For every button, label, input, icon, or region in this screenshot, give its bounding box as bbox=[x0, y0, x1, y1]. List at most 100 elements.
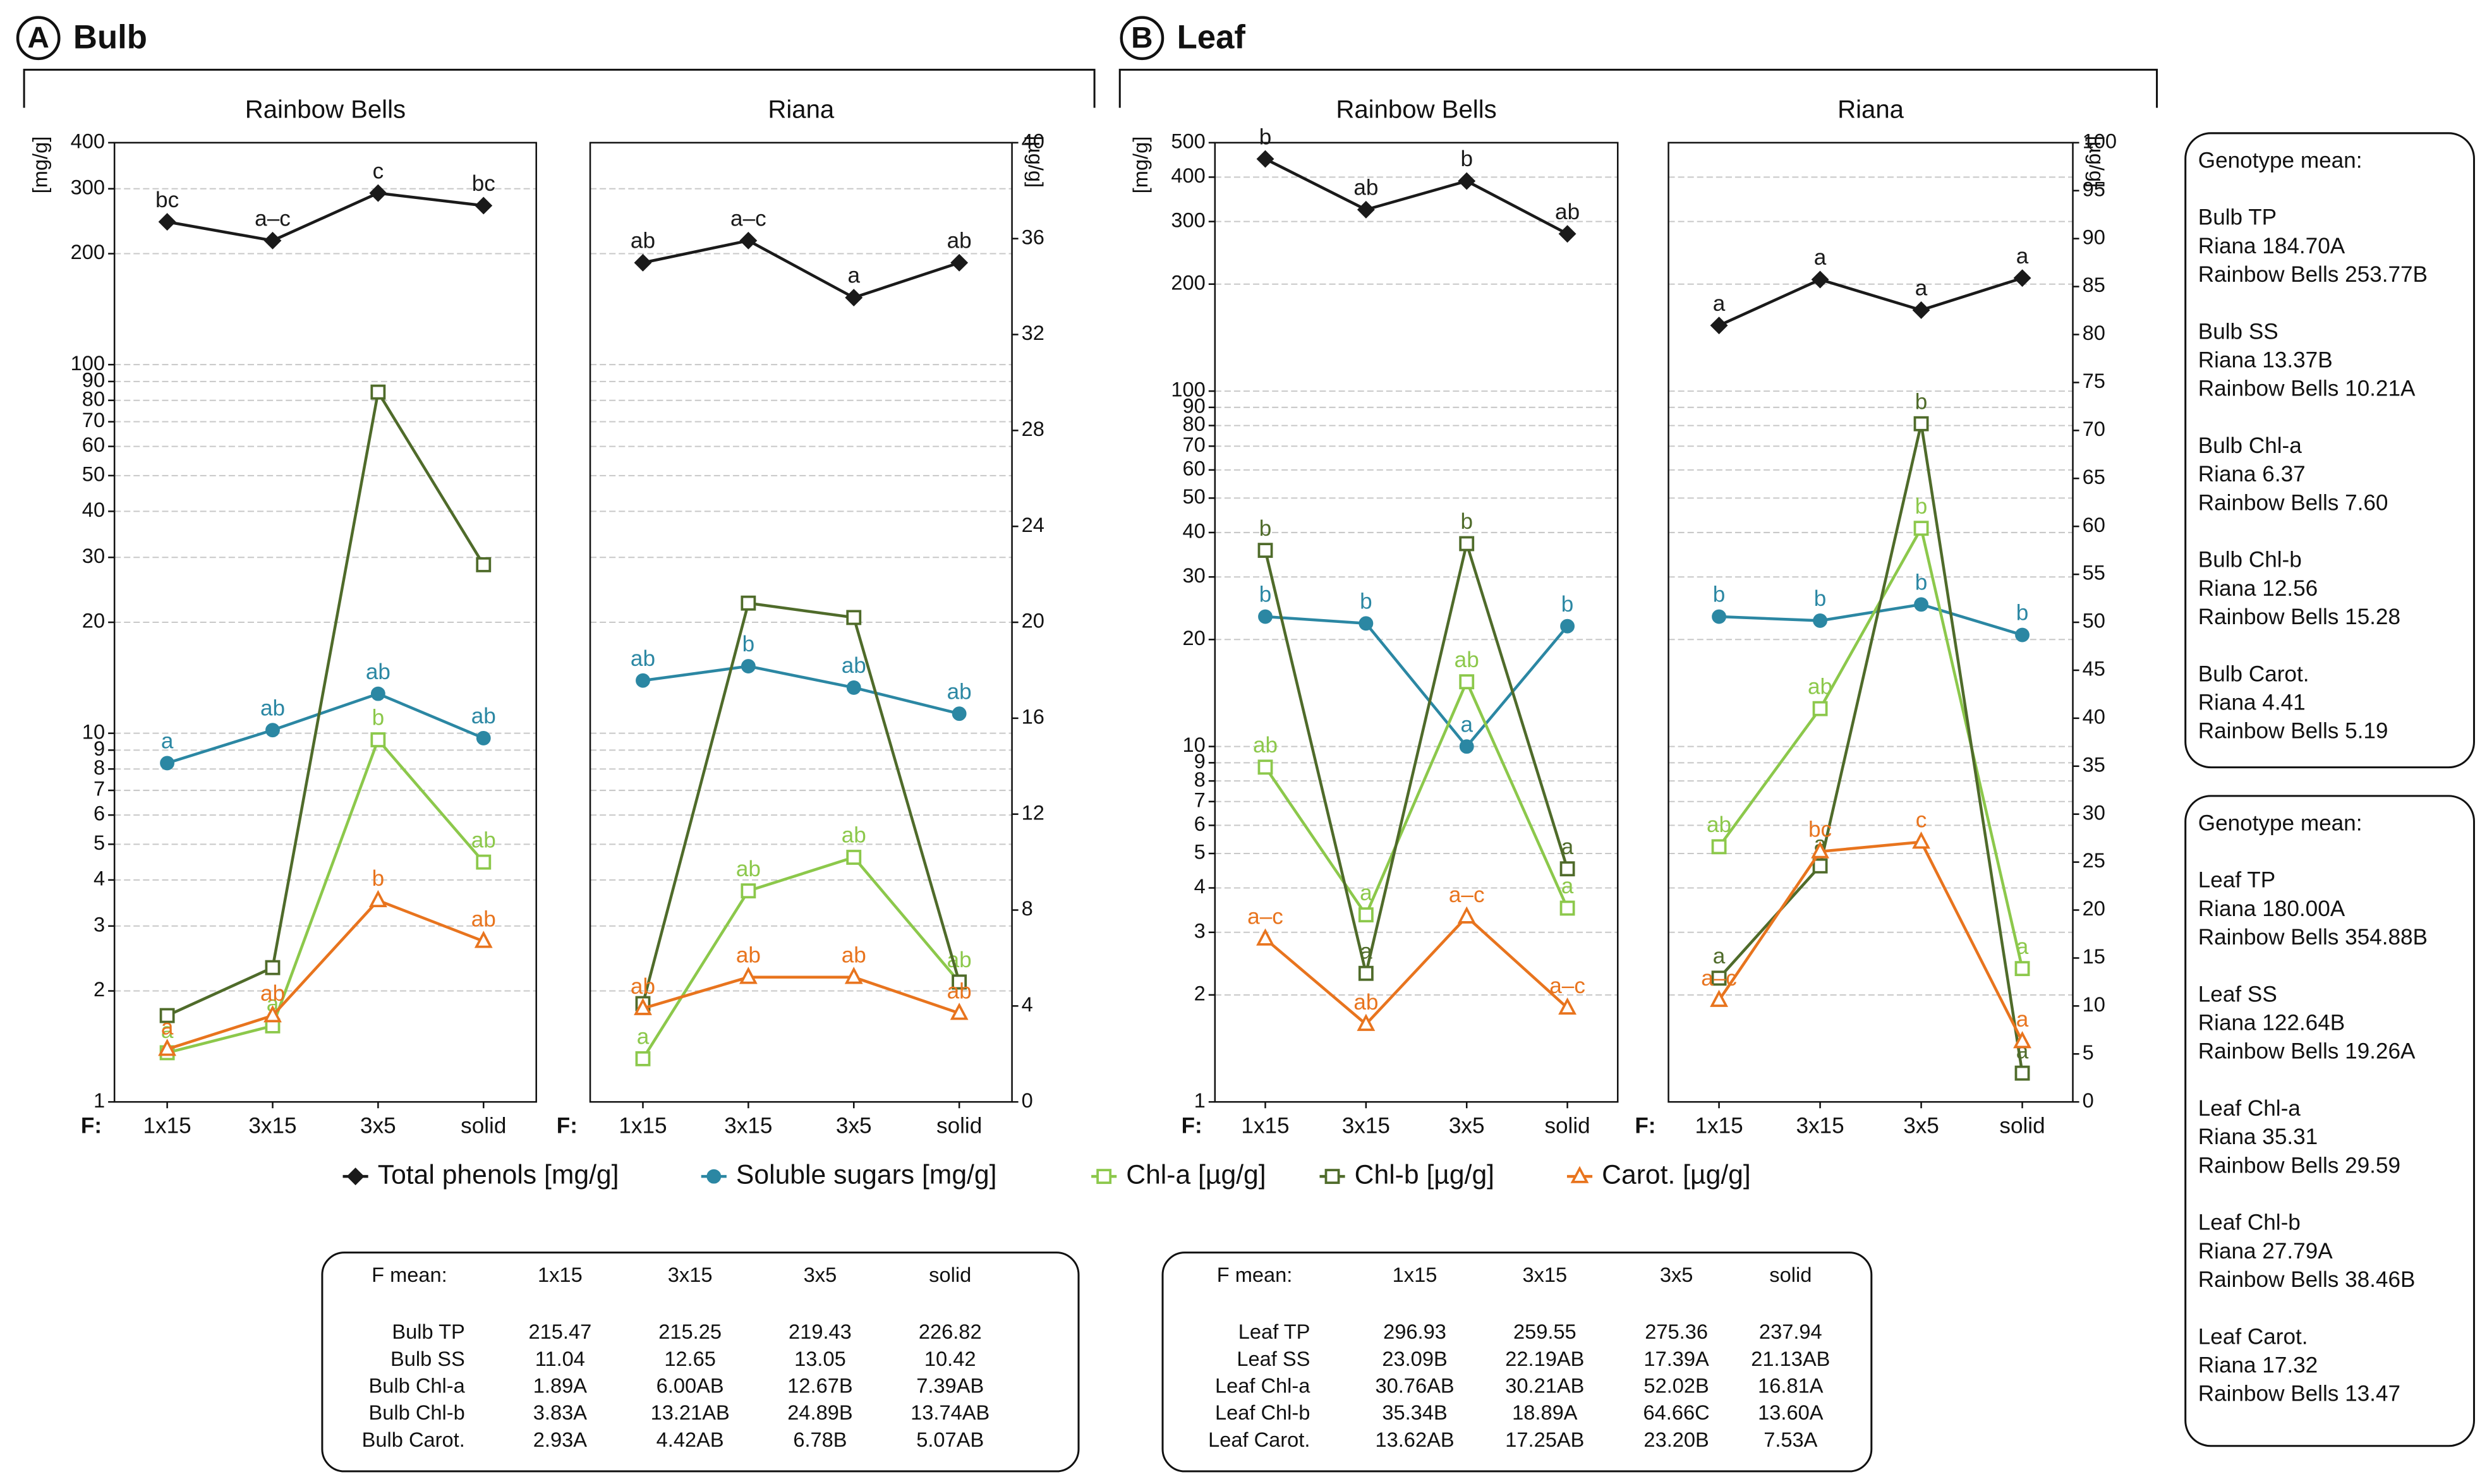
significance-letter: a bbox=[1814, 245, 1827, 270]
table-header: 1x15 bbox=[1393, 1263, 1437, 1286]
significance-letter: a–c bbox=[1549, 974, 1585, 998]
significance-letter: a bbox=[1713, 291, 1726, 316]
series-line bbox=[642, 975, 960, 1015]
table-cell: 215.25 bbox=[658, 1320, 722, 1343]
table-cell: 23.20B bbox=[1643, 1428, 1709, 1451]
x-axis-label: F: bbox=[557, 1114, 578, 1138]
data-point bbox=[845, 289, 863, 307]
x-tick-label: 1x15 bbox=[1241, 1114, 1289, 1138]
significance-letter: ab bbox=[947, 679, 972, 704]
y2-tick-label: 8 bbox=[1022, 896, 1033, 920]
table-cell: 17.25AB bbox=[1505, 1428, 1584, 1451]
genotype-box bbox=[2184, 132, 2475, 769]
y2-tick-label: 20 bbox=[1022, 609, 1044, 632]
table-cell: 24.89B bbox=[787, 1401, 852, 1424]
y-tick-label: 100 bbox=[1171, 378, 1205, 401]
y-tick-label: 50 bbox=[1182, 485, 1205, 508]
data-point bbox=[1558, 997, 1577, 1015]
y2-tick-label: 50 bbox=[2083, 609, 2105, 632]
table-cell: 259.55 bbox=[1513, 1320, 1576, 1343]
table-header: 3x15 bbox=[1522, 1263, 1567, 1286]
significance-letter: a bbox=[1360, 881, 1372, 905]
data-point bbox=[1913, 416, 1929, 431]
table-cell: 6.78B bbox=[793, 1428, 847, 1451]
y2-tick-label: 4 bbox=[1022, 992, 1033, 1016]
significance-letter: b bbox=[1915, 570, 1928, 594]
legend-marker bbox=[1096, 1169, 1112, 1185]
significance-letter: bc bbox=[155, 188, 179, 212]
row-label: Leaf SS bbox=[1237, 1347, 1310, 1370]
significance-letter: a–c bbox=[1701, 966, 1737, 991]
panel-badge bbox=[1120, 16, 1165, 61]
genotype-line: Rainbow Bells 253.77B bbox=[2198, 262, 2428, 287]
significance-letter: ab bbox=[260, 981, 285, 1006]
y-tick-label: 2 bbox=[1194, 981, 1206, 1004]
y-tick-label: 6 bbox=[94, 802, 105, 825]
row-label: Bulb SS bbox=[390, 1347, 465, 1370]
genotype-line: Riana 6.37 bbox=[2198, 462, 2306, 486]
table-cell: 5.07AB bbox=[916, 1428, 984, 1451]
row-label: Bulb Carot. bbox=[362, 1428, 465, 1451]
x-axis-label: F: bbox=[1635, 1114, 1655, 1138]
series-line bbox=[641, 601, 961, 1004]
table-cell: 2.93A bbox=[533, 1428, 587, 1451]
data-point bbox=[159, 1008, 175, 1023]
y2-tick-label: 5 bbox=[2083, 1041, 2094, 1064]
data-point bbox=[1912, 301, 1930, 319]
data-point bbox=[741, 595, 756, 611]
genotype-line: Rainbow Bells 10.21A bbox=[2198, 377, 2416, 401]
x-tick-label: solid bbox=[936, 1114, 982, 1138]
genotype-line: Riana 122.64B bbox=[2198, 1010, 2345, 1035]
genotype-line: Rainbow Bells 5.19 bbox=[2198, 719, 2388, 744]
y2-tick-label: 25 bbox=[2083, 848, 2105, 872]
significance-letter: ab bbox=[1353, 990, 1378, 1015]
row-label: Bulb TP bbox=[392, 1320, 464, 1343]
significance-letter: b bbox=[372, 866, 385, 891]
genotype-group: Leaf Chl-b bbox=[2198, 1210, 2301, 1235]
series-line bbox=[167, 737, 485, 1054]
legend-label: Chl-a [µg/g] bbox=[1126, 1159, 1266, 1190]
table-cell: 215.47 bbox=[528, 1320, 591, 1343]
x-axis-label: F: bbox=[1182, 1114, 1202, 1138]
series-line bbox=[1717, 423, 2024, 1073]
x-tick-label: 3x5 bbox=[1449, 1114, 1485, 1138]
data-point bbox=[265, 723, 280, 738]
table-cell: 7.53A bbox=[1764, 1428, 1817, 1451]
significance-letter: a bbox=[161, 729, 174, 754]
data-point bbox=[1558, 225, 1576, 243]
genotype-group: Bulb TP bbox=[2198, 205, 2277, 230]
significance-letter: b bbox=[1460, 147, 1473, 171]
x-tick-label: 3x15 bbox=[248, 1114, 296, 1138]
significance-letter: a–c bbox=[730, 207, 766, 231]
plot-frame bbox=[589, 142, 1013, 1103]
panel-badge bbox=[16, 16, 61, 61]
data-point bbox=[475, 196, 493, 215]
data-point bbox=[1258, 609, 1273, 624]
table-cell: 17.39A bbox=[1643, 1347, 1709, 1370]
data-point bbox=[1711, 970, 1727, 986]
data-point bbox=[1711, 839, 1727, 855]
data-point bbox=[160, 756, 175, 771]
genotype-line: Rainbow Bells 15.28 bbox=[2198, 605, 2400, 629]
y-tick-label: 50 bbox=[82, 462, 105, 485]
significance-letter: b bbox=[1814, 586, 1827, 611]
data-point bbox=[1358, 907, 1374, 923]
y-tick-label: 10 bbox=[1182, 733, 1205, 756]
y2-tick-label: 15 bbox=[2083, 944, 2105, 968]
data-point bbox=[369, 184, 387, 202]
data-point bbox=[1559, 861, 1575, 877]
y2-tick-label: 75 bbox=[2083, 369, 2105, 392]
table-cell: 52.02B bbox=[1643, 1374, 1709, 1397]
table-cell: 23.09B bbox=[1382, 1347, 1447, 1370]
data-point bbox=[1812, 701, 1828, 716]
data-point bbox=[1710, 317, 1728, 335]
table-cell: 12.67B bbox=[787, 1374, 852, 1397]
y-tick-label: 300 bbox=[1171, 208, 1205, 231]
data-point bbox=[2013, 1030, 2031, 1049]
genotype-line: Riana 4.41 bbox=[2198, 691, 2306, 715]
significance-letter: ab bbox=[631, 229, 655, 253]
table-cell: 226.82 bbox=[919, 1320, 982, 1343]
genotype-group: Bulb Chl-a bbox=[2198, 433, 2302, 458]
table-header: solid bbox=[929, 1263, 971, 1286]
